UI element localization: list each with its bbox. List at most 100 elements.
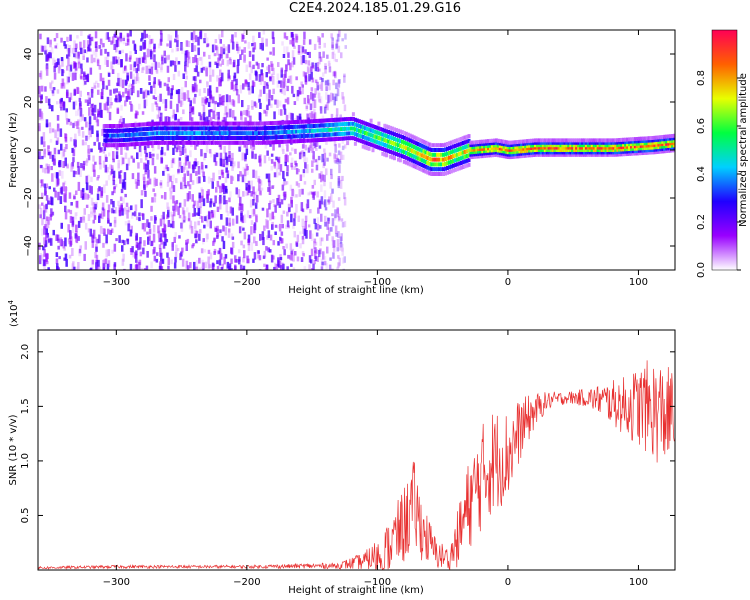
noise-cell xyxy=(45,67,49,76)
x-tick-label: 100 xyxy=(629,277,648,288)
noise-cell xyxy=(314,247,317,254)
noise-cell xyxy=(284,69,287,78)
signal-cell xyxy=(541,148,545,152)
signal-cell xyxy=(469,150,473,155)
noise-cell xyxy=(158,268,162,270)
noise-cell xyxy=(157,62,160,68)
noise-cell xyxy=(285,64,288,72)
signal-cell xyxy=(671,136,675,141)
signal-cell xyxy=(318,133,322,138)
noise-cell xyxy=(252,145,256,150)
noise-cell xyxy=(126,34,130,43)
noise-cell xyxy=(277,241,280,246)
signal-cell xyxy=(496,146,500,150)
signal-cell xyxy=(477,140,481,144)
signal-cell xyxy=(118,143,122,147)
signal-cell xyxy=(581,148,584,152)
signal-cell xyxy=(606,138,610,143)
noise-cell xyxy=(77,262,80,270)
signal-cell xyxy=(532,138,536,143)
noise-cell xyxy=(125,42,128,46)
noise-cell xyxy=(192,204,196,209)
noise-cell xyxy=(253,101,257,107)
noise-cell xyxy=(143,162,146,170)
noise-cell xyxy=(321,77,324,83)
noise-cell xyxy=(259,89,262,97)
signal-cell xyxy=(391,150,395,155)
noise-cell xyxy=(171,85,174,91)
noise-cell xyxy=(240,225,244,229)
noise-cell xyxy=(236,43,239,51)
signal-cell xyxy=(430,148,434,152)
noise-cell xyxy=(109,97,112,104)
noise-cell xyxy=(307,224,311,228)
noise-cell xyxy=(324,80,328,86)
signal-cell xyxy=(444,152,447,157)
noise-cell xyxy=(318,45,321,49)
noise-cell xyxy=(164,55,168,60)
noise-cell xyxy=(185,50,189,58)
noise-cell xyxy=(341,175,344,181)
noise-cell xyxy=(79,216,83,223)
noise-cell xyxy=(314,241,318,246)
noise-cell xyxy=(106,56,109,61)
noise-cell xyxy=(244,117,247,125)
signal-cell xyxy=(351,131,355,136)
signal-cell xyxy=(310,124,314,129)
noise-cell xyxy=(336,33,340,42)
noise-cell xyxy=(251,80,255,88)
noise-cell xyxy=(238,46,241,51)
signal-cell xyxy=(555,152,559,157)
noise-cell xyxy=(181,87,184,93)
noise-cell xyxy=(41,228,44,236)
signal-cell xyxy=(451,163,455,168)
noise-cell xyxy=(243,55,246,63)
noise-cell xyxy=(71,72,75,81)
noise-cell xyxy=(302,39,306,45)
signal-cell xyxy=(293,129,297,134)
noise-cell xyxy=(337,45,341,53)
signal-cell xyxy=(261,131,265,136)
signal-cell xyxy=(635,139,639,144)
signal-cell xyxy=(136,122,140,127)
noise-cell xyxy=(55,62,58,68)
signal-cell xyxy=(637,146,641,151)
signal-cell xyxy=(375,140,379,145)
noise-cell xyxy=(138,261,141,270)
signal-cell xyxy=(502,142,506,147)
signal-cell xyxy=(428,142,432,147)
noise-cell xyxy=(238,226,242,234)
signal-cell xyxy=(635,151,639,156)
noise-cell xyxy=(60,143,63,151)
signal-cell xyxy=(379,131,383,136)
signal-cell xyxy=(336,122,340,127)
noise-cell xyxy=(167,220,171,228)
signal-cell xyxy=(146,127,150,131)
signal-cell xyxy=(250,126,254,131)
signal-cell xyxy=(602,150,606,155)
signal-cell xyxy=(588,145,592,150)
noise-cell xyxy=(44,50,47,55)
noise-cell xyxy=(112,180,116,186)
signal-cell xyxy=(179,140,183,145)
noise-cell xyxy=(214,114,217,121)
signal-cell xyxy=(590,143,594,148)
signal-cell xyxy=(353,127,357,132)
signal-cell xyxy=(641,136,645,141)
signal-cell xyxy=(553,140,557,145)
signal-cell xyxy=(608,140,612,145)
signal-cell xyxy=(414,165,418,170)
noise-cell xyxy=(317,155,321,161)
noise-cell xyxy=(318,57,321,65)
signal-cell xyxy=(528,148,532,153)
signal-cell xyxy=(641,141,645,146)
noise-cell xyxy=(180,165,184,173)
noise-cell xyxy=(141,212,144,217)
noise-cell xyxy=(167,257,170,266)
signal-cell xyxy=(492,148,496,153)
noise-cell xyxy=(91,264,94,270)
noise-cell xyxy=(164,241,167,246)
noise-cell xyxy=(172,220,175,229)
noise-cell xyxy=(45,49,48,55)
noise-cell xyxy=(129,83,132,87)
